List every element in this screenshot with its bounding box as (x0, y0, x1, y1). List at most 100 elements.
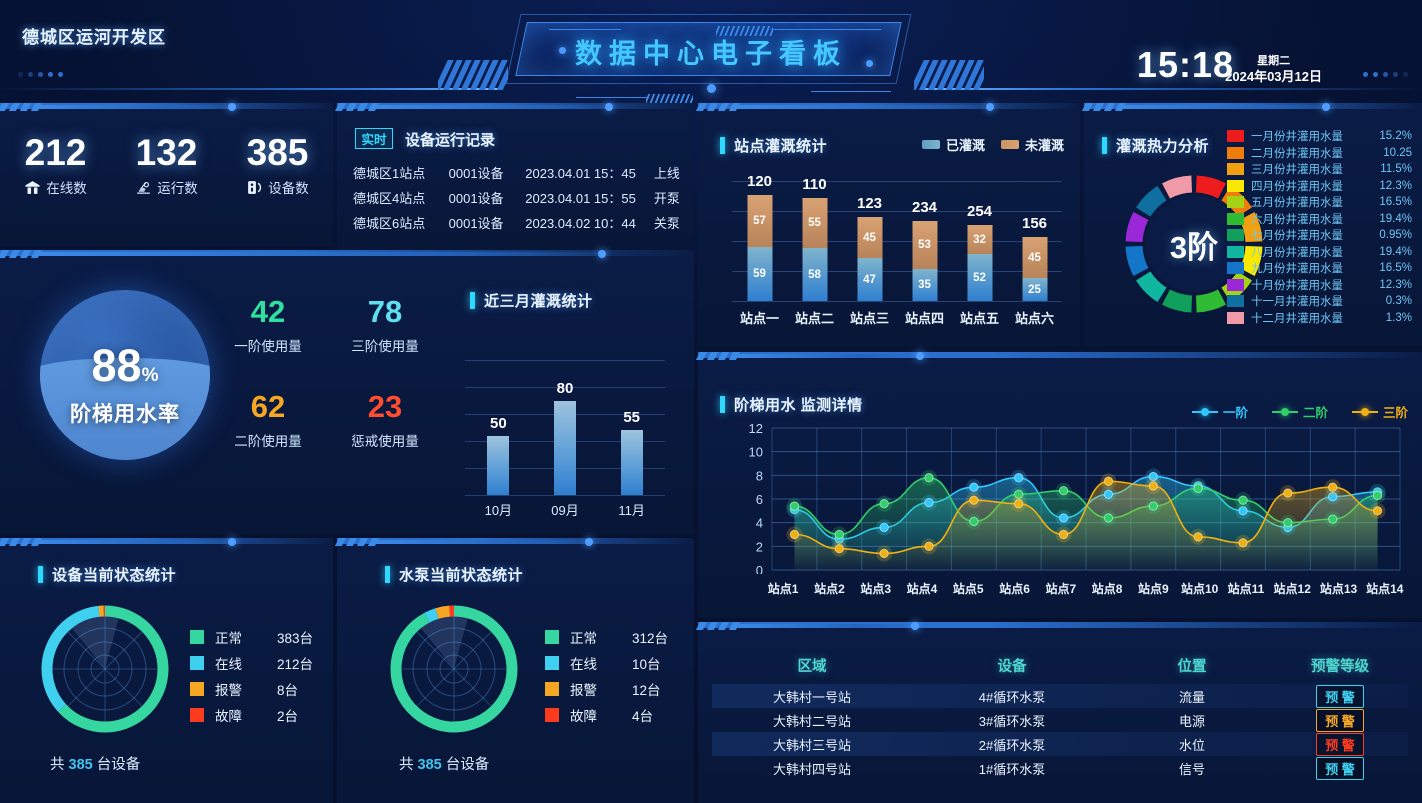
donut-slice[interactable] (1136, 271, 1167, 302)
legend-item[interactable]: 十一月井灌用水量 0.3% (1227, 293, 1412, 310)
data-point[interactable] (1148, 471, 1158, 482)
legend-item[interactable]: 在线 10台 (545, 650, 668, 676)
data-point[interactable] (1372, 506, 1383, 516)
legend-item-irrigated[interactable]: 已灌溉 (921, 135, 985, 154)
data-point[interactable] (969, 482, 979, 492)
data-point[interactable] (1103, 489, 1114, 499)
data-point[interactable] (1328, 482, 1338, 492)
bar-column[interactable]: 55 (598, 360, 665, 495)
legend-item[interactable]: 正常 312台 (545, 624, 668, 650)
bar-column[interactable]: 45 25 156 (1007, 181, 1062, 301)
legend-item[interactable]: 报警 12台 (545, 676, 668, 702)
data-point[interactable] (1103, 513, 1114, 523)
data-point[interactable] (1058, 486, 1069, 496)
list-item[interactable]: 德城区4站点 0001设备 2023.04.01 15：55 开泵 (353, 186, 683, 211)
donut-slice[interactable] (390, 605, 518, 733)
legend-item[interactable]: 七月份井灌用水量 0.95% (1227, 227, 1412, 244)
legend-item[interactable]: 一阶 (1191, 402, 1248, 421)
data-point[interactable] (924, 497, 934, 508)
legend-item[interactable]: 故障 4台 (545, 702, 668, 728)
donut-slice[interactable] (435, 605, 451, 619)
data-point[interactable] (1058, 529, 1069, 540)
data-point[interactable] (1148, 501, 1158, 511)
donut-slice[interactable] (1239, 245, 1263, 276)
data-point[interactable] (1103, 476, 1114, 486)
data-point[interactable] (1014, 499, 1024, 509)
donut-slice[interactable] (1125, 212, 1149, 243)
data-point[interactable] (1014, 473, 1024, 483)
status-badge[interactable]: 预 警 (1316, 708, 1364, 732)
bar-column[interactable]: 53 35 234 (897, 181, 952, 301)
legend-item-not-irrigated[interactable]: 未灌溉 (1000, 135, 1064, 154)
bar-column[interactable]: 80 (532, 360, 599, 495)
bar-column[interactable]: 50 (465, 360, 532, 495)
donut-slice[interactable] (1239, 212, 1263, 243)
title-banner: 数据中心电子看板 (481, 8, 941, 104)
bar-segment-not-irrigated: 55 (802, 198, 827, 248)
data-point[interactable] (1283, 517, 1293, 528)
data-point[interactable] (1014, 489, 1024, 499)
data-point[interactable] (834, 544, 844, 554)
legend-item[interactable]: 故障 2台 (190, 702, 313, 728)
legend-item[interactable]: 五月份井灌用水量 16.5% (1227, 194, 1412, 211)
legend-item[interactable]: 二阶 (1271, 402, 1328, 421)
data-point[interactable] (1372, 490, 1383, 501)
legend-item[interactable]: 十月份井灌用水量 12.3% (1227, 277, 1412, 294)
legend-item[interactable]: 一月份井灌用水量 15.2% (1227, 128, 1412, 145)
legend-item[interactable]: 八月份井灌用水量 19.4% (1227, 244, 1412, 261)
donut-slice[interactable] (57, 605, 169, 733)
data-point[interactable] (969, 495, 979, 505)
data-point[interactable] (1238, 538, 1248, 548)
legend-item[interactable]: 四月份井灌用水量 12.3% (1227, 178, 1412, 195)
status-badge[interactable]: 预 警 (1316, 684, 1364, 708)
data-point[interactable] (879, 499, 889, 509)
legend-item[interactable]: 六月份井灌用水量 19.4% (1227, 211, 1412, 228)
donut-slice[interactable] (1125, 245, 1149, 276)
bar-column[interactable]: 45 47 123 (842, 181, 897, 301)
legend-item[interactable]: 三阶 (1351, 402, 1408, 421)
data-point[interactable] (789, 529, 800, 540)
donut-slice[interactable] (1195, 289, 1226, 313)
data-point[interactable] (879, 548, 889, 559)
list-item[interactable]: 德城区6站点 0001设备 2023.04.02 10：44 关泵 (353, 211, 683, 236)
data-point[interactable] (1238, 506, 1248, 516)
donut-slice[interactable] (1136, 186, 1167, 217)
data-point[interactable] (1148, 481, 1158, 491)
table-row[interactable]: 大韩村三号站 2#循环水泵 水位 预 警 (712, 732, 1408, 756)
donut-slice[interactable] (41, 605, 100, 712)
legend-item[interactable]: 十二月井灌用水量 1.3% (1227, 310, 1412, 327)
bar-column[interactable]: 32 52 254 (952, 181, 1007, 301)
donut-slice[interactable] (1195, 175, 1226, 199)
legend-item[interactable]: 报警 8台 (190, 676, 313, 702)
data-point[interactable] (834, 529, 844, 540)
record-site: 德城区6站点 (353, 216, 426, 231)
donut-slice[interactable] (1162, 175, 1193, 199)
table-row[interactable]: 大韩村四号站 1#循环水泵 信号 预 警 (712, 756, 1408, 780)
data-point[interactable] (1283, 488, 1293, 498)
status-badge[interactable]: 预 警 (1316, 732, 1364, 756)
legend-item[interactable]: 正常 383台 (190, 624, 313, 650)
donut-slice[interactable] (1162, 289, 1193, 313)
legend-item[interactable]: 在线 212台 (190, 650, 313, 676)
data-point[interactable] (969, 516, 979, 527)
status-badge[interactable]: 预 警 (1316, 756, 1364, 780)
data-point[interactable] (924, 473, 934, 483)
list-item[interactable]: 德城区1站点 0001设备 2023.04.01 15：45 上线 (353, 161, 683, 186)
bar-column[interactable]: 55 58 110 (787, 176, 842, 301)
legend-item[interactable]: 二月份井灌用水量 10.25 (1227, 145, 1412, 162)
table-row[interactable]: 大韩村二号站 3#循环水泵 电源 预 警 (712, 708, 1408, 732)
data-point[interactable] (1238, 495, 1248, 505)
legend-item[interactable]: 九月份井灌用水量 16.5% (1227, 260, 1412, 277)
data-point[interactable] (1193, 532, 1203, 542)
data-point[interactable] (1328, 491, 1338, 502)
data-point[interactable] (1328, 514, 1338, 524)
data-point[interactable] (789, 501, 800, 511)
data-point[interactable] (1193, 483, 1203, 494)
legend-item[interactable]: 三月份井灌用水量 11.5% (1227, 161, 1412, 178)
data-point[interactable] (924, 541, 934, 552)
data-point[interactable] (1058, 513, 1069, 523)
table-row[interactable]: 大韩村一号站 4#循环水泵 流量 预 警 (712, 684, 1408, 708)
donut-slice[interactable] (424, 608, 439, 623)
data-point[interactable] (879, 522, 889, 533)
bar-column[interactable]: 57 59 120 (732, 173, 787, 301)
